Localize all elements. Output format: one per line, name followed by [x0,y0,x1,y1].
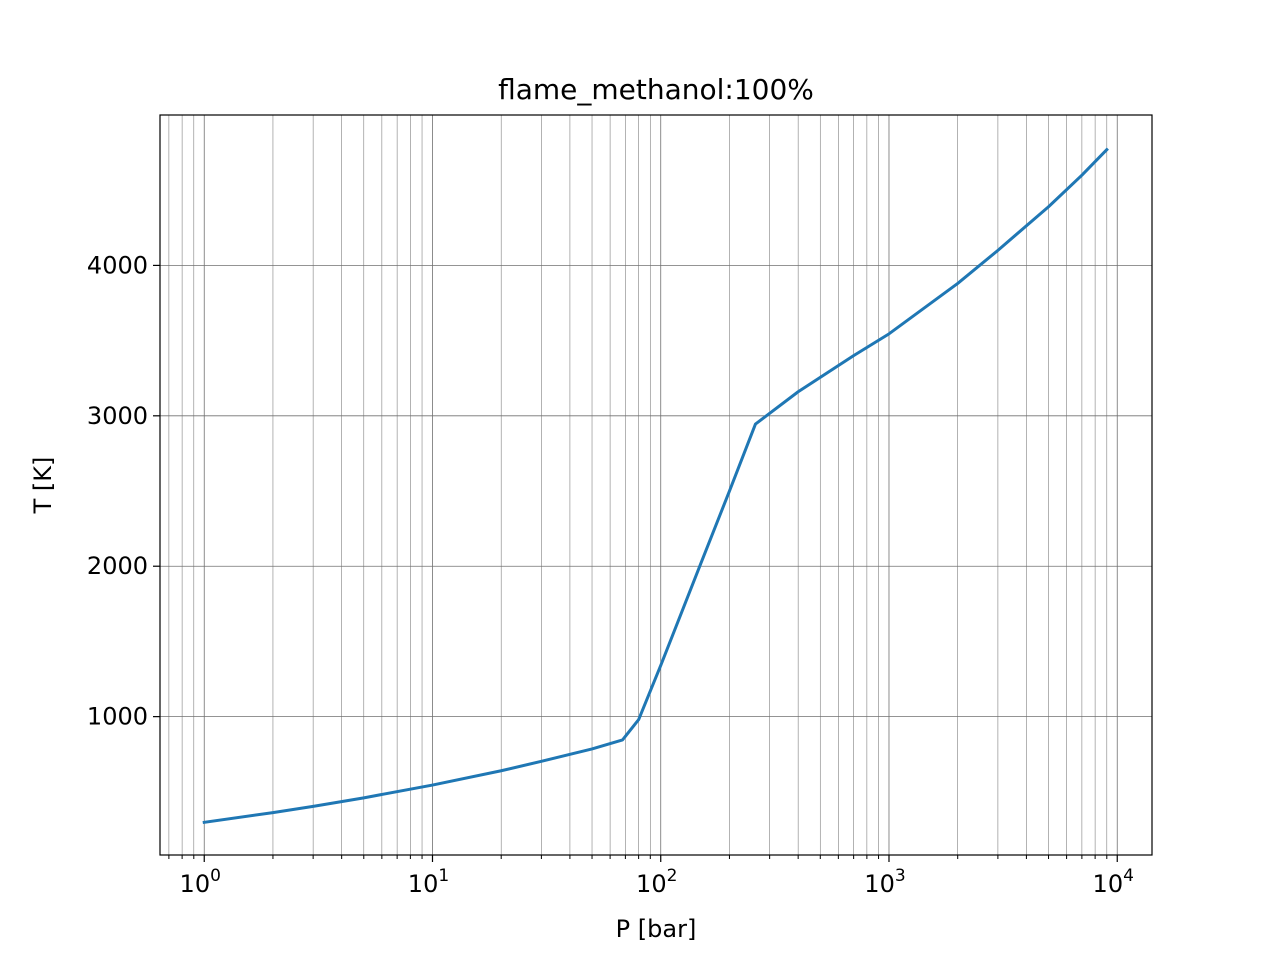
y-axis: 1000 2000 3000 4000 [87,251,160,731]
plot-frame [159,114,1153,856]
series-layer [202,147,1109,825]
x-tick-label: 103 [864,866,905,898]
x-axis-label: P [bar] [616,915,697,943]
y-tick-label: 3000 [87,402,148,430]
chart-title: flame_methanol:100% [498,73,814,106]
y-tick-label: 2000 [87,552,148,580]
y-axis-label: T [K] [29,457,57,515]
x-tick-label: 101 [408,866,449,898]
x-tick-label: 102 [636,866,677,898]
x-tick-label: 104 [1093,866,1134,898]
x-tick-label: 100 [180,866,221,898]
minor-grid [168,115,1108,855]
y-tick-label: 4000 [87,251,148,279]
major-grid [160,115,1152,855]
series-line [202,147,1109,825]
x-axis: 100 101 102 103 104 [168,855,1134,898]
y-tick-label: 1000 [87,703,148,731]
